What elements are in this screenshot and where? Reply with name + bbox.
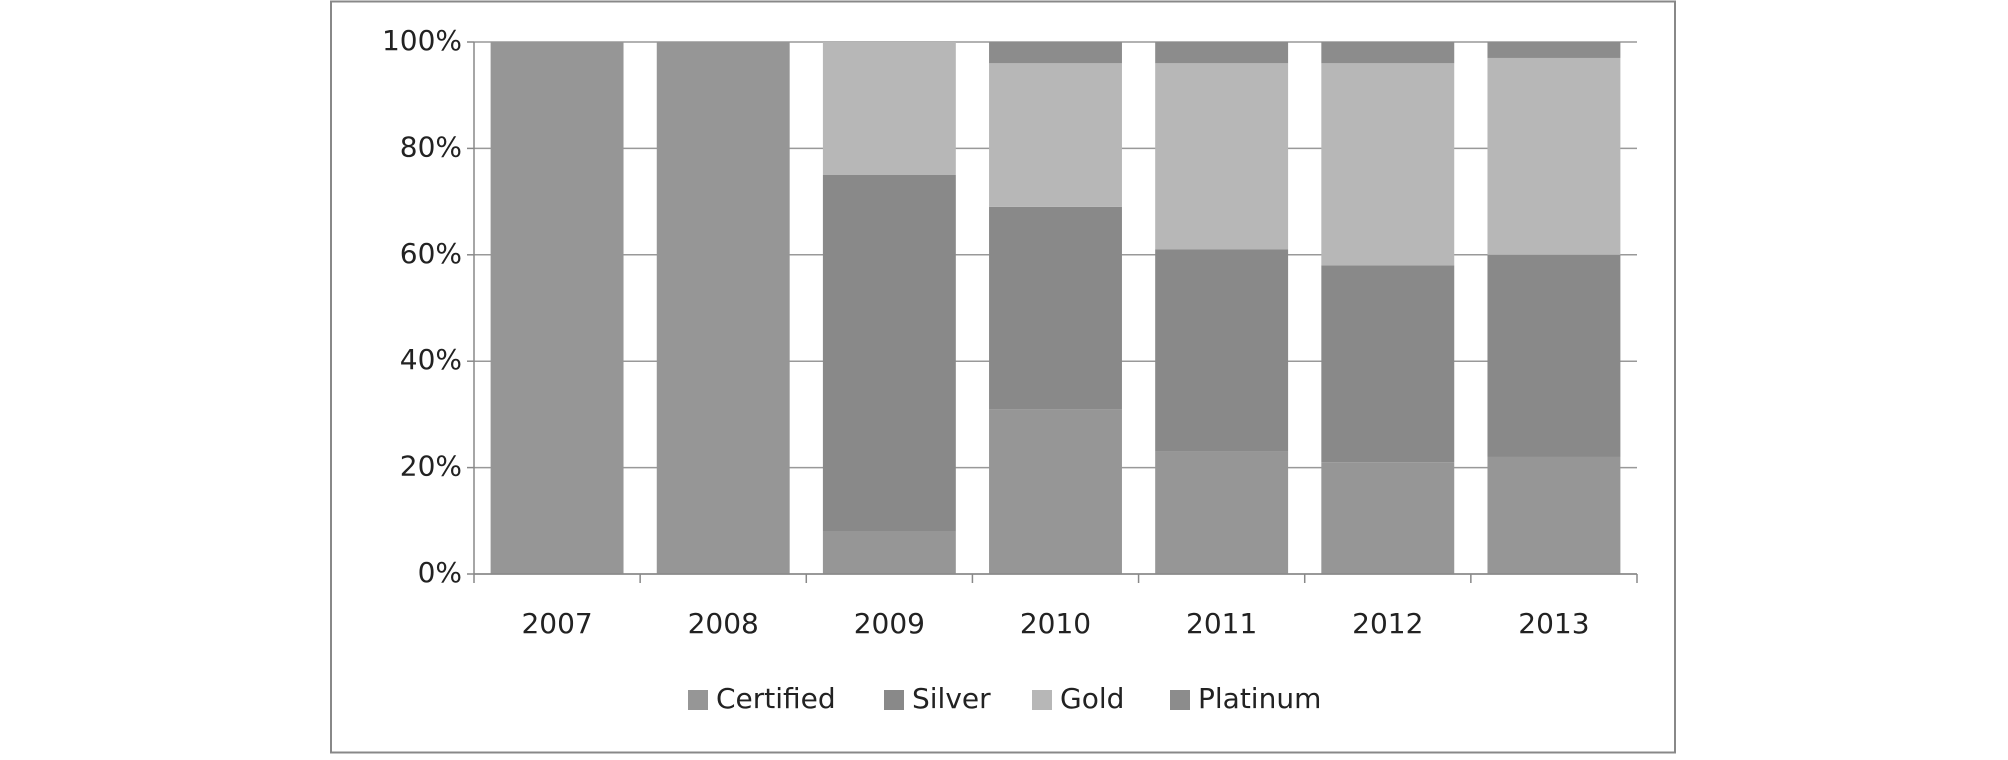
bar-segment: [822, 531, 956, 574]
x-tick-label: 2012: [1352, 607, 1423, 640]
bar-segment: [1155, 42, 1289, 64]
legend-label: Certified: [716, 682, 836, 715]
bar-segment: [989, 409, 1122, 574]
bar-segment: [1321, 63, 1455, 266]
bar-segment: [1155, 451, 1289, 574]
y-tick-label: 0%: [418, 556, 462, 589]
bar-segment: [656, 42, 790, 574]
legend-swatch: [1170, 690, 1190, 710]
legend-swatch: [884, 690, 904, 710]
bar-segment: [989, 206, 1122, 410]
bar-segment: [1321, 265, 1455, 463]
x-tick-label: 2008: [688, 607, 759, 640]
bar-segment: [1155, 249, 1289, 452]
legend-label: Silver: [912, 682, 991, 715]
bar-segment: [1155, 63, 1289, 250]
bar-segment: [989, 63, 1122, 207]
x-tick-label: 2009: [854, 607, 925, 640]
legend-swatch: [1032, 690, 1052, 710]
y-tick-label: 40%: [400, 343, 462, 376]
bar-segment: [1487, 254, 1621, 457]
x-tick-label: 2010: [1020, 607, 1091, 640]
x-tick-label: 2013: [1518, 607, 1589, 640]
bar-segment: [822, 175, 956, 532]
legend-label: Gold: [1060, 682, 1124, 715]
y-tick-label: 100%: [382, 24, 462, 57]
bar-segment: [1487, 456, 1621, 574]
bar-segment: [822, 42, 956, 175]
y-tick-label: 80%: [400, 130, 462, 163]
bar-segment: [989, 42, 1122, 64]
legend-label: Platinum: [1198, 682, 1321, 715]
bar-segment: [1321, 462, 1455, 574]
y-tick-label: 60%: [400, 237, 462, 270]
bar-segment: [1321, 42, 1455, 64]
x-tick-label: 2007: [521, 607, 592, 640]
legend-swatch: [688, 690, 708, 710]
bar-segment: [1487, 57, 1621, 255]
y-tick-label: 20%: [400, 450, 462, 483]
bar-segment: [1487, 42, 1621, 58]
x-tick-label: 2011: [1186, 607, 1257, 640]
bar-segment: [490, 42, 624, 574]
